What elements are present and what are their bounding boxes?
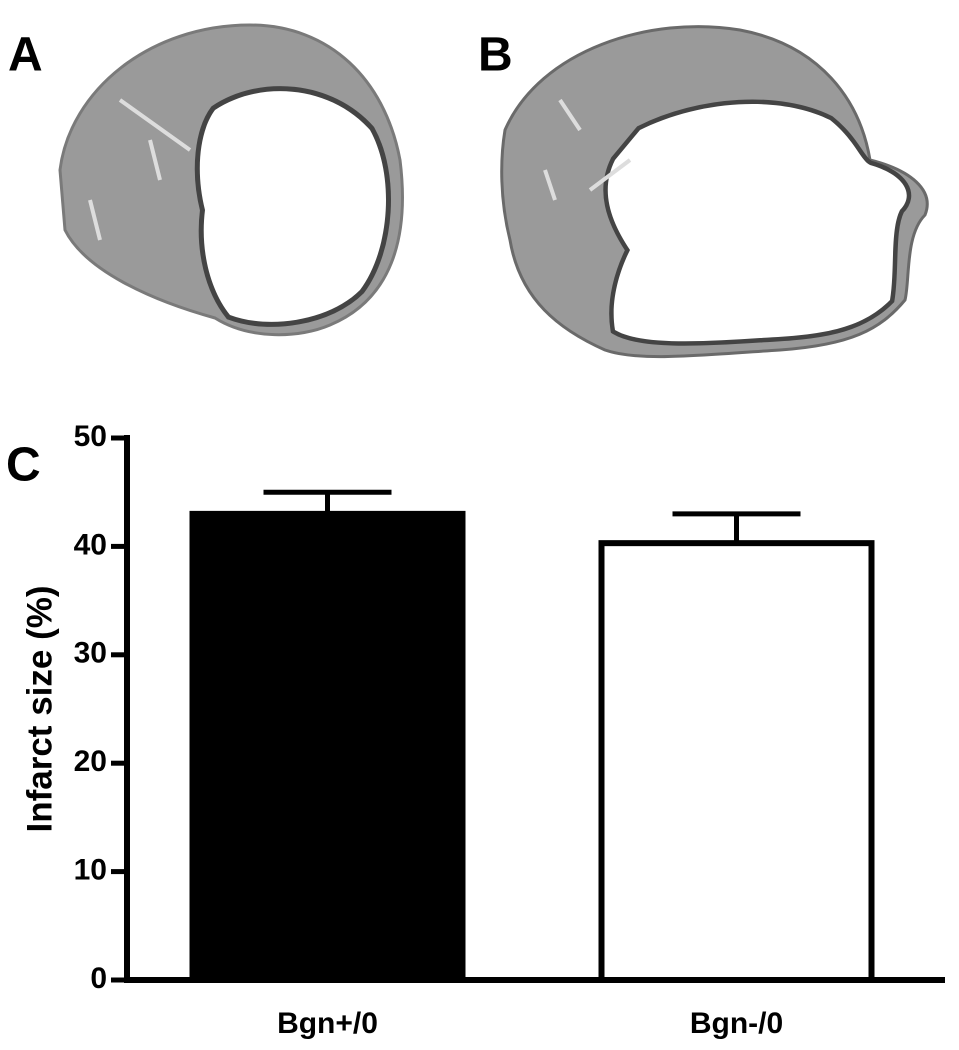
bar: [598, 540, 875, 983]
y-axis-label: Infarct size (%): [20, 586, 59, 833]
panel-label: B: [478, 29, 513, 82]
bar: [189, 510, 466, 983]
panel-label: A: [8, 29, 43, 82]
y-tick-label: 10: [74, 854, 107, 887]
heart-section-a: [58, 23, 404, 337]
x-tick-label: Bgn+/0: [277, 1007, 378, 1040]
heart-section-b: [500, 25, 929, 359]
y-tick-label: 20: [74, 745, 107, 778]
y-tick-label: 50: [74, 420, 107, 453]
panel-label: C: [6, 439, 41, 492]
y-tick-label: 0: [90, 962, 107, 995]
x-tick-label: Bgn-/0: [690, 1007, 783, 1040]
y-tick-label: 30: [74, 637, 107, 670]
y-tick-label: 40: [74, 528, 107, 561]
